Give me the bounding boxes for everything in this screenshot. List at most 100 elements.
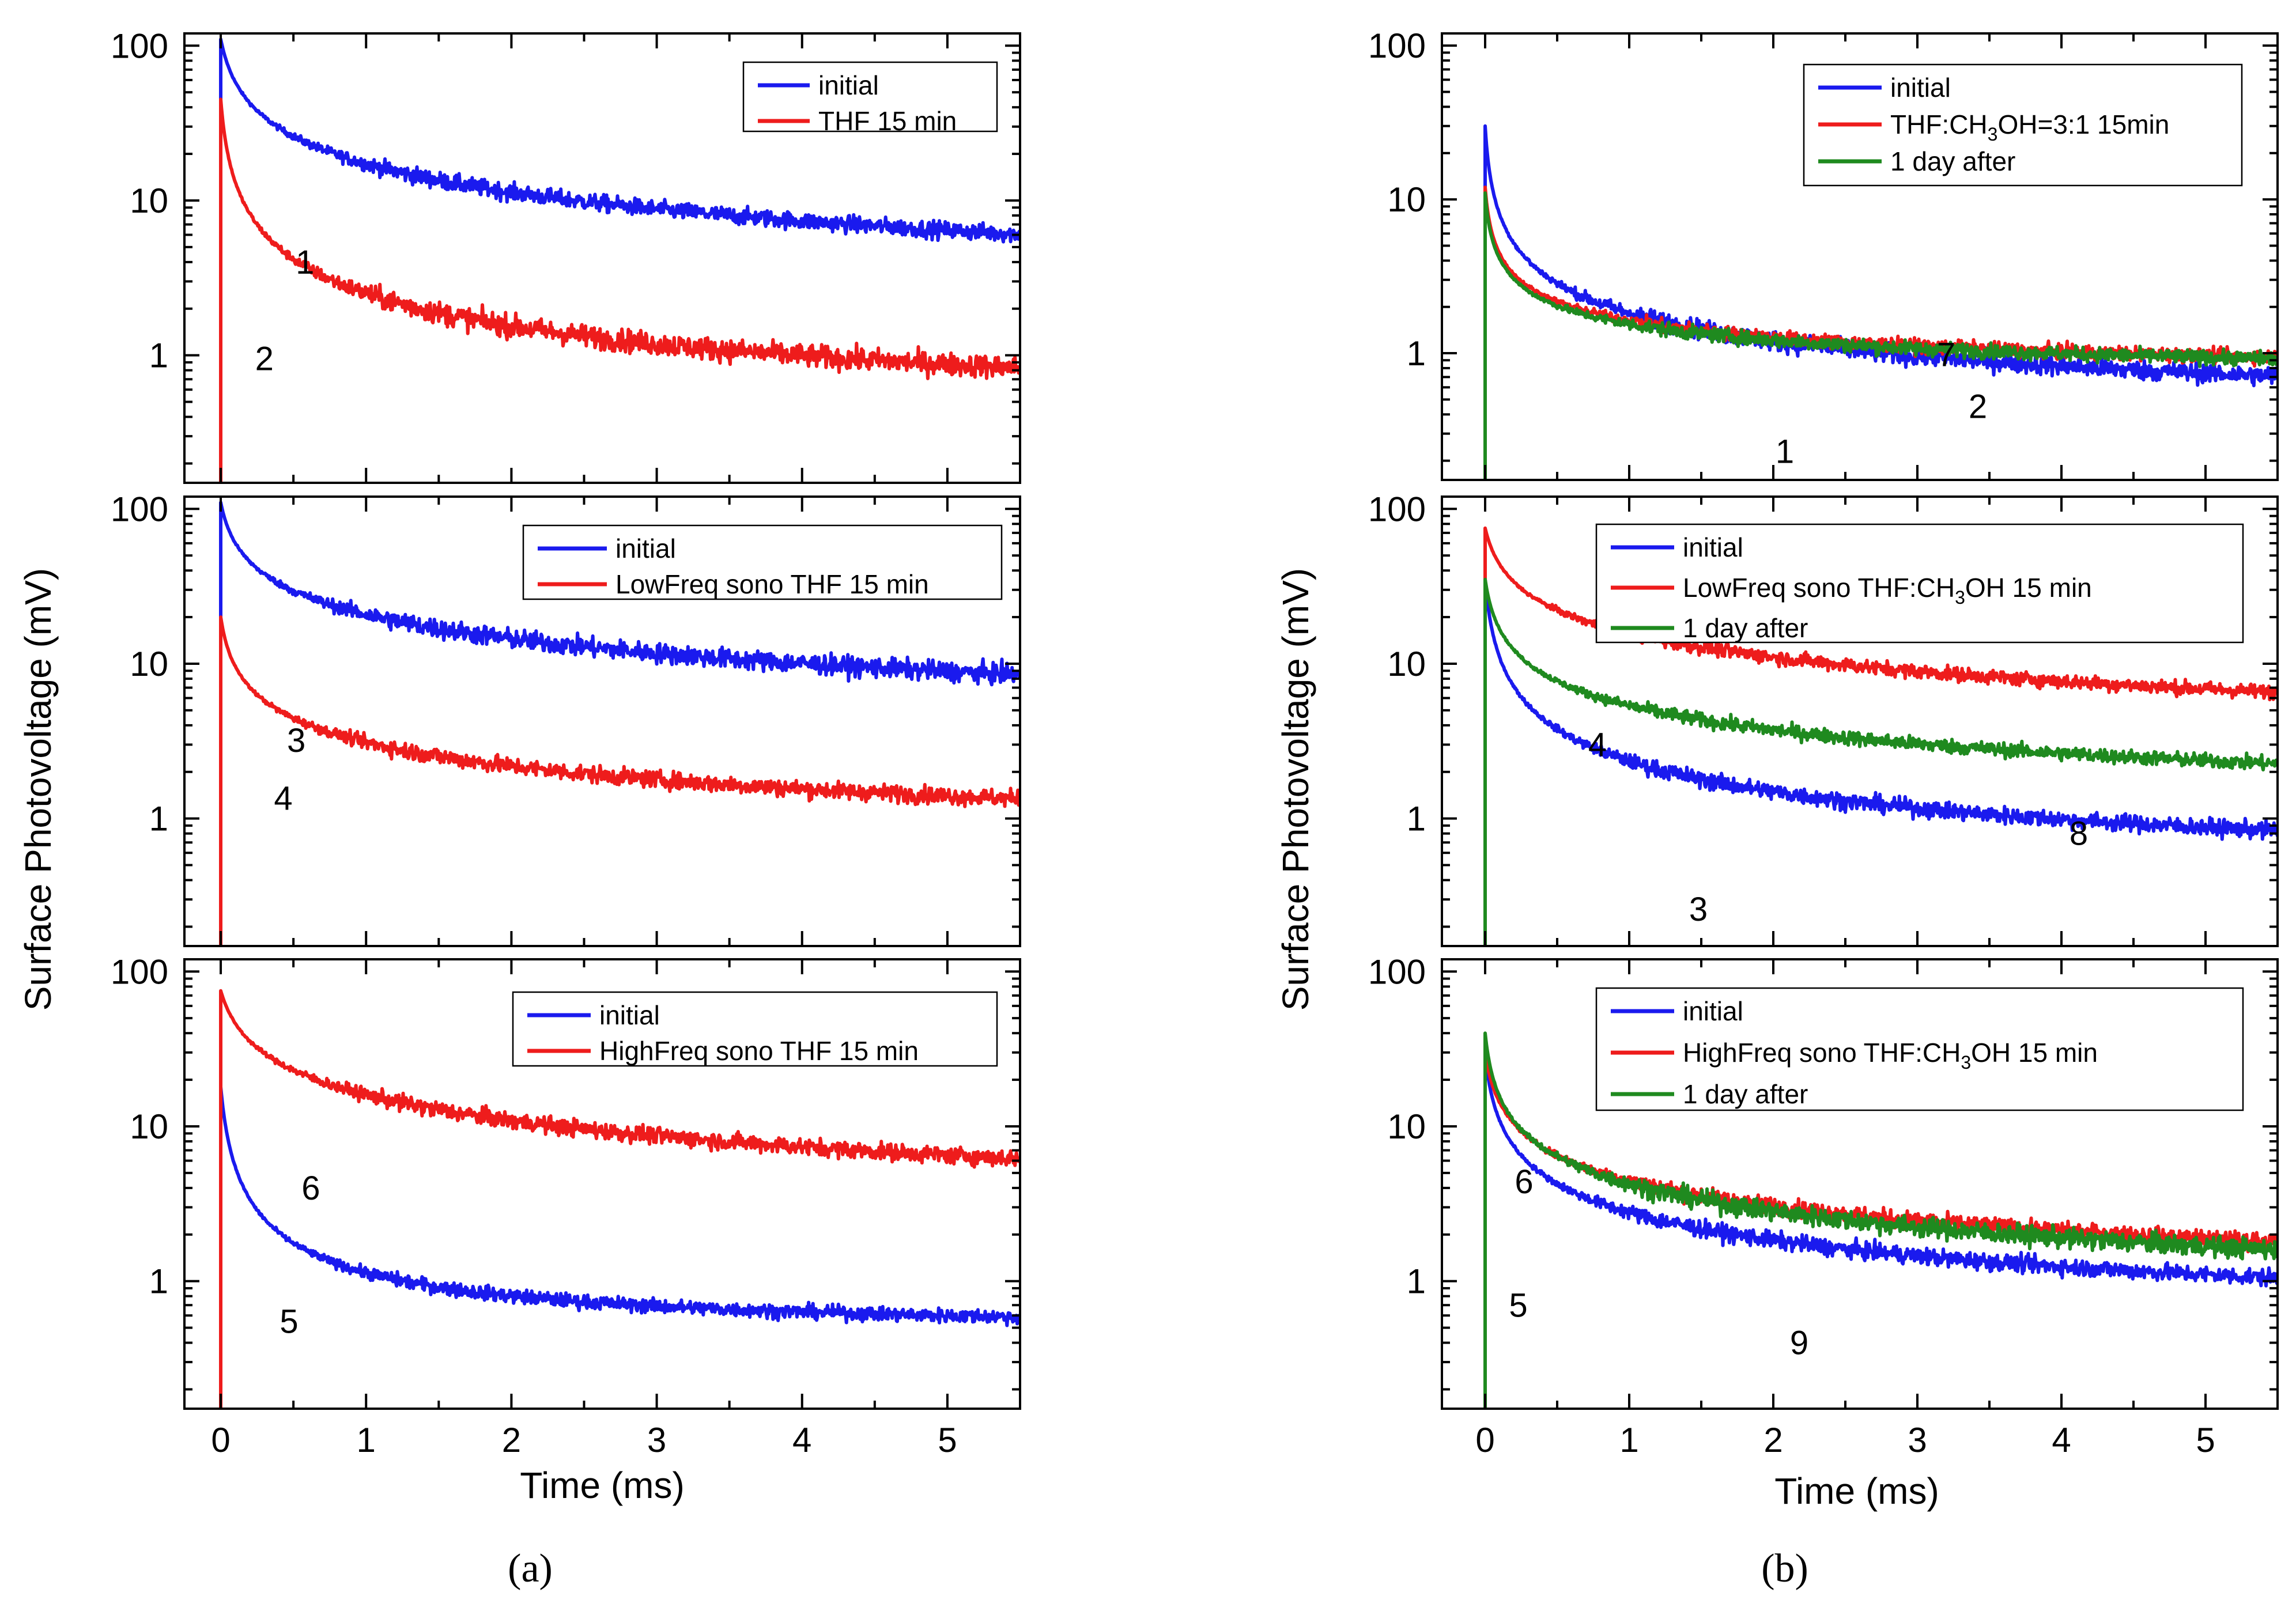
plot-frame xyxy=(183,495,1021,947)
caption-b: (b) xyxy=(1761,1546,1808,1591)
y-tick-label: 100 xyxy=(111,952,168,991)
legend: initial LowFreq sono THF 15 min xyxy=(522,524,1003,600)
legend-label: 1 day after xyxy=(1683,1079,1808,1109)
y-tick-label: 100 xyxy=(111,490,168,528)
y-tick-label: 100 xyxy=(1368,952,1426,991)
plot-frame xyxy=(183,32,1021,484)
x-tick-label: 4 xyxy=(792,1421,811,1459)
y-axis-title-b: Surface Photovoltage (mV) xyxy=(1275,568,1316,1011)
legend-label: THF:CH3OH=3:1 15min xyxy=(1890,109,2169,145)
x-tick-label: 2 xyxy=(1763,1421,1783,1459)
panel-b3: 1 10 100 0 1 2 3 4 5 initial HighFreq sono THF:CH3… xyxy=(1368,952,2279,1459)
y-tick-label: 100 xyxy=(1368,490,1426,528)
legend-label: initial xyxy=(615,534,676,563)
legend: initial LowFreq sono THF:CH3OH 15 min 1 da… xyxy=(1595,523,2244,644)
legend-box xyxy=(1595,987,2244,1111)
series-line-blue xyxy=(219,1085,1020,1409)
plot-frame xyxy=(183,958,1021,1410)
legend-label: 1 day after xyxy=(1890,146,2015,176)
legend-label: THF 15 min xyxy=(818,106,957,136)
series-line-green xyxy=(1483,1031,2278,1409)
x-axis-title-b: Time (ms) xyxy=(1774,1470,1939,1512)
y-tick-label: 1 xyxy=(1407,1262,1426,1301)
series-line-blue xyxy=(219,501,1020,946)
curve-number-label: 2 xyxy=(1969,388,1987,426)
x-tick-label: 0 xyxy=(1475,1421,1494,1459)
curve-number-label: 8 xyxy=(2070,815,2088,853)
curve-number-label: 6 xyxy=(1515,1163,1533,1201)
y-axis: 1 10 100 xyxy=(111,952,1020,1391)
curve-number-label: 2 xyxy=(255,341,274,378)
series-group xyxy=(219,501,1020,946)
x-tick-label: 3 xyxy=(647,1421,666,1459)
series-line-blue xyxy=(219,37,1020,483)
y-tick-label: 1 xyxy=(1407,800,1426,838)
legend-label: initial xyxy=(599,1000,660,1030)
legend-label: initial xyxy=(1683,996,1743,1026)
series-line-blue xyxy=(1483,124,2278,480)
series-line-red xyxy=(219,989,1020,1409)
x-tick-label: 4 xyxy=(2052,1421,2071,1459)
y-tick-label: 10 xyxy=(1387,645,1426,683)
series-group xyxy=(1483,124,2278,480)
curve-number-label: 6 xyxy=(301,1170,320,1207)
legend-label: LowFreq sono THF:CH3OH 15 min xyxy=(1683,573,2092,608)
y-tick-label: 1 xyxy=(149,1262,168,1301)
legend-label: initial xyxy=(1683,532,1743,562)
curve-number-label: 1 xyxy=(296,244,314,281)
curve-number-label: 3 xyxy=(1689,891,1708,928)
y-tick-label: 1 xyxy=(1407,334,1426,373)
x-axis xyxy=(220,33,1021,483)
x-axis xyxy=(1484,497,2279,946)
panel-a3: 1 10 100 0 1 2 3 4 5 initial HighFreq sono THF 15 … xyxy=(111,952,1021,1459)
panel-a2: 1 10 100 initial LowFreq sono THF 15 min 3 4 xyxy=(111,490,1021,947)
legend-label: HighFreq sono THF 15 min xyxy=(599,1036,919,1066)
series-line-red xyxy=(219,615,1020,946)
series-line-red xyxy=(219,97,1020,483)
y-tick-label: 100 xyxy=(111,27,168,65)
y-tick-label: 10 xyxy=(1387,180,1426,219)
legend-label: initial xyxy=(818,70,879,100)
x-tick-label: 1 xyxy=(1619,1421,1638,1459)
curve-number-label: 7 xyxy=(1937,336,1955,373)
series-line-green xyxy=(1483,577,2278,946)
legend: initial THF 15 min xyxy=(742,61,998,136)
caption-a: (a) xyxy=(508,1546,553,1591)
x-tick-label: 0 xyxy=(211,1421,230,1459)
x-axis: 0 1 2 3 4 5 xyxy=(1475,959,2279,1459)
legend-label: HighFreq sono THF:CH3OH 15 min xyxy=(1683,1038,2098,1073)
legend-box xyxy=(1595,523,2244,644)
panel-a1: 1 10 100 initial THF 15 min 1 2 xyxy=(111,27,1021,484)
legend-box xyxy=(512,991,998,1067)
y-axis: 1 10 100 xyxy=(1368,952,2278,1391)
y-tick-label: 10 xyxy=(130,645,168,683)
x-axis xyxy=(1484,33,2279,480)
x-axis-title-a: Time (ms) xyxy=(520,1465,685,1506)
y-tick-label: 1 xyxy=(149,336,168,375)
x-axis: 0 1 2 3 4 5 xyxy=(211,959,1021,1459)
curve-number-label: 9 xyxy=(1790,1325,1808,1362)
curve-number-label: 3 xyxy=(287,722,305,759)
curve-number-label: 4 xyxy=(1588,726,1607,763)
curve-number-label: 1 xyxy=(1776,433,1794,470)
x-tick-label: 5 xyxy=(938,1421,957,1459)
y-tick-label: 10 xyxy=(130,181,168,220)
y-tick-label: 10 xyxy=(130,1107,168,1146)
x-tick-label: 2 xyxy=(502,1421,521,1459)
y-tick-label: 10 xyxy=(1387,1107,1426,1146)
curve-number-label: 4 xyxy=(274,780,292,818)
curve-number-label: 5 xyxy=(1509,1287,1527,1324)
y-tick-label: 100 xyxy=(1368,27,1426,65)
series-line-blue xyxy=(1483,577,2278,946)
y-tick-label: 1 xyxy=(149,800,168,838)
y-axis-title-a: Surface Photovoltage (mV) xyxy=(17,568,59,1011)
y-axis: 1 10 100 xyxy=(111,490,1020,928)
series-group xyxy=(219,989,1020,1409)
legend-box xyxy=(522,524,1003,600)
y-axis: 1 10 100 xyxy=(1368,490,2278,928)
y-axis: 1 10 100 xyxy=(1368,27,2278,462)
plot-frame xyxy=(1441,958,2279,1410)
